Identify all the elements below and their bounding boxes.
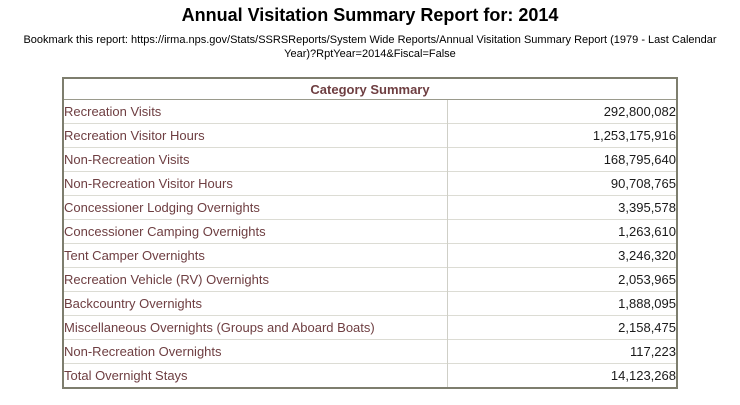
- value-cell: 168,795,640: [446, 147, 677, 172]
- value-cell: 3,246,320: [446, 243, 677, 268]
- table-row: Total Overnight Stays 14,123,268: [63, 363, 677, 388]
- bookmark-line-1: Bookmark this report: https://irma.nps.g…: [23, 34, 717, 46]
- table-row: Non-Recreation Visitor Hours 90,708,765: [63, 171, 677, 196]
- category-cell: Total Overnight Stays: [63, 363, 447, 388]
- value-cell: 3,395,578: [446, 195, 677, 220]
- bookmark-text: Bookmark this report: https://irma.nps.g…: [14, 33, 726, 61]
- category-cell: Miscellaneous Overnights (Groups and Abo…: [63, 315, 447, 340]
- value-cell: 1,263,610: [446, 219, 677, 244]
- table-header: Category Summary: [63, 78, 677, 100]
- value-cell: 2,053,965: [446, 267, 677, 292]
- category-cell: Concessioner Camping Overnights: [63, 219, 447, 244]
- table-header-row: Category Summary: [63, 78, 677, 100]
- table-row: Recreation Visitor Hours 1,253,175,916: [63, 123, 677, 148]
- value-cell: 1,888,095: [446, 291, 677, 316]
- value-cell: 292,800,082: [446, 99, 677, 124]
- category-cell: Backcountry Overnights: [63, 291, 447, 316]
- category-cell: Recreation Visitor Hours: [63, 123, 447, 148]
- table-row: Concessioner Lodging Overnights 3,395,57…: [63, 195, 677, 220]
- table-row: Concessioner Camping Overnights 1,263,61…: [63, 219, 677, 244]
- table-row: Non-Recreation Overnights 117,223: [63, 339, 677, 364]
- value-cell: 14,123,268: [446, 363, 677, 388]
- category-cell: Concessioner Lodging Overnights: [63, 195, 447, 220]
- value-cell: 117,223: [446, 339, 677, 364]
- table-row: Non-Recreation Visits 168,795,640: [63, 147, 677, 172]
- value-cell: 1,253,175,916: [446, 123, 677, 148]
- category-cell: Non-Recreation Overnights: [63, 339, 447, 364]
- table-row: Backcountry Overnights 1,888,095: [63, 291, 677, 316]
- table-row: Recreation Vehicle (RV) Overnights 2,053…: [63, 267, 677, 292]
- table-body: Recreation Visits 292,800,082 Recreation…: [63, 99, 677, 388]
- category-cell: Non-Recreation Visitor Hours: [63, 171, 447, 196]
- table-row: Miscellaneous Overnights (Groups and Abo…: [63, 315, 677, 340]
- category-cell: Recreation Vehicle (RV) Overnights: [63, 267, 447, 292]
- category-summary-table: Category Summary Recreation Visits 292,8…: [62, 77, 678, 389]
- value-cell: 90,708,765: [446, 171, 677, 196]
- category-cell: Non-Recreation Visits: [63, 147, 447, 172]
- category-cell: Tent Camper Overnights: [63, 243, 447, 268]
- value-cell: 2,158,475: [446, 315, 677, 340]
- bookmark-line-2: Year)?RptYear=2014&Fiscal=False: [284, 48, 456, 60]
- table-row: Tent Camper Overnights 3,246,320: [63, 243, 677, 268]
- page-title: Annual Visitation Summary Report for: 20…: [181, 5, 559, 25]
- table-row: Recreation Visits 292,800,082: [63, 99, 677, 124]
- category-cell: Recreation Visits: [64, 104, 162, 119]
